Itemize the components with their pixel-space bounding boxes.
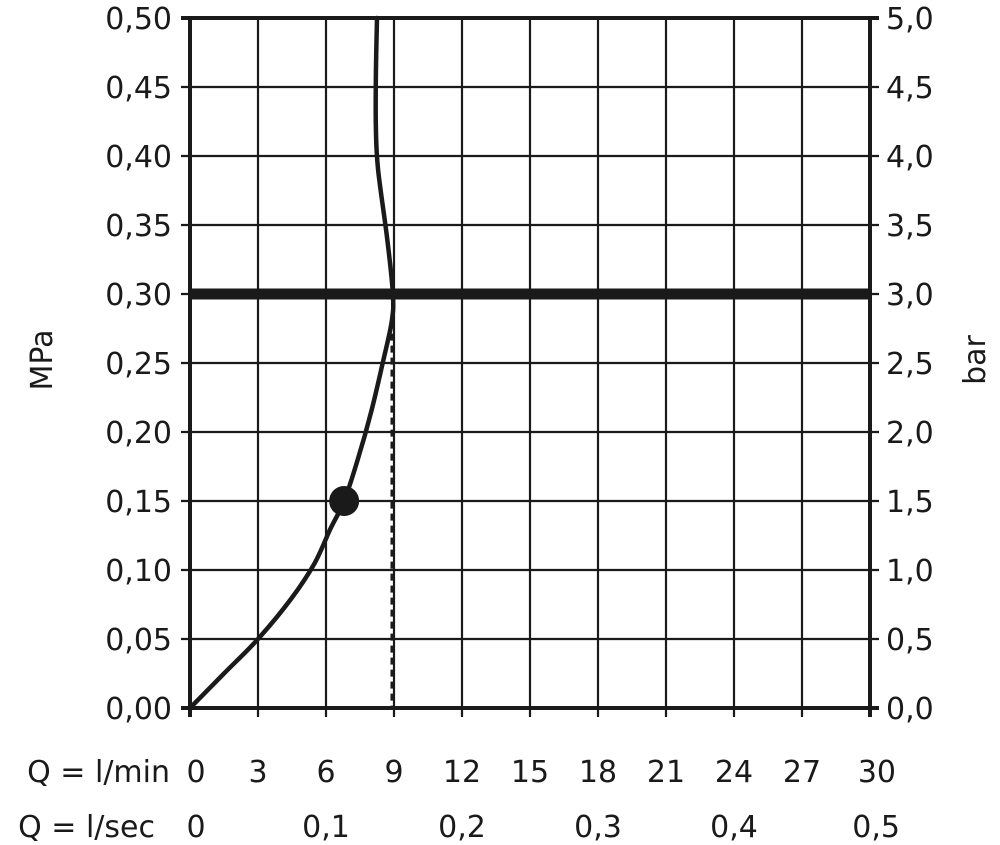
y-tick-label-right: 1,5 [886,485,934,520]
y-tick-label-left: 0,05 [105,623,172,658]
y-tick-label-left: 0,10 [105,554,172,589]
operating-point-marker [329,486,360,516]
x-tick-label-lsec: 0,1 [302,810,350,845]
series-layer [187,15,870,711]
x-tick-label-lmin: 15 [511,755,549,790]
y-tick-label-right: 0,0 [886,692,934,727]
y-tick-label-left: 0,45 [105,71,172,106]
x-tick-label-lmin: 9 [384,755,403,790]
x-tick-label-lmin: 12 [443,755,481,790]
y-tick-label-left: 0,50 [105,2,172,37]
x-tick-label-lmin: 24 [715,755,753,790]
y-tick-label-right: 5,0 [886,2,934,37]
x-tick-label-lmin: 6 [316,755,335,790]
grid-lines [181,16,879,717]
x-tick-label-lsec: 0,4 [710,810,758,845]
x-tick-label-lmin: 21 [647,755,685,790]
x-tick-label-lsec: 0 [186,810,205,845]
y-tick-label-left: 0,15 [105,485,172,520]
y-tick-label-left: 0,20 [105,416,172,451]
y-tick-label-right: 1,0 [886,554,934,589]
y-tick-label-left: 0,25 [105,347,172,382]
x-tick-label-lmin: 30 [858,755,896,790]
x-tick-label-lmin: 0 [186,755,205,790]
x-tick-label-lmin: 18 [579,755,617,790]
y-tick-label-left: 0,35 [105,209,172,244]
x-tick-label-lsec: 0,5 [852,810,900,845]
x-row-label-lmin: Q = l/min [27,755,170,790]
tick-labels: 0,000,050,100,150,200,250,300,350,400,45… [105,2,934,845]
y-tick-label-right: 3,0 [886,278,934,313]
y-tick-label-left: 0,00 [105,692,172,727]
y-tick-label-right: 4,0 [886,140,934,175]
x-tick-label-lsec: 0,3 [574,810,622,845]
y-tick-label-right: 2,0 [886,416,934,451]
x-tick-label-lsec: 0,2 [438,810,486,845]
x-row-label-lsec: Q = l/sec [18,810,155,845]
y-tick-label-right: 0,5 [886,623,934,658]
y-tick-label-left: 0,40 [105,140,172,175]
flow-curve-0 [187,15,396,711]
y-tick-label-right: 2,5 [886,347,934,382]
y-tick-label-left: 0,30 [105,278,172,313]
x-tick-label-lmin: 3 [248,755,267,790]
x-tick-label-lmin: 27 [783,755,821,790]
y-tick-label-right: 4,5 [886,71,934,106]
y-axis-title-right: bar [958,334,993,384]
y-axis-title-left: MPa [25,329,60,390]
y-tick-label-right: 3,5 [886,209,934,244]
